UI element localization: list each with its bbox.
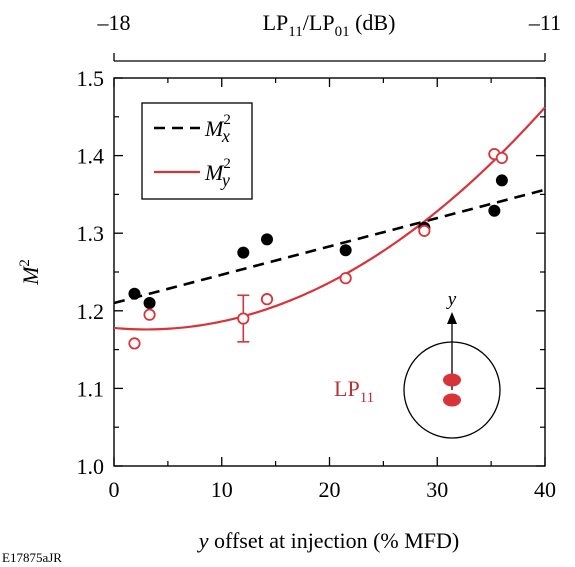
data-markers	[128, 147, 508, 350]
x-tick-label: 30	[426, 477, 448, 502]
mx-data-point	[128, 287, 141, 300]
y-axis-title: M2	[17, 259, 43, 286]
my-fit-curve	[113, 106, 546, 331]
inset-mode-label: LP11	[334, 376, 374, 406]
my-data-point	[495, 151, 508, 165]
y-tick-label: 1.3	[77, 221, 105, 246]
x-tick-label: 0	[109, 477, 120, 502]
x-tick-label: 10	[211, 477, 233, 502]
my-data-point	[128, 337, 141, 350]
top-axis-title: LP11/LP01 (dB)	[263, 10, 396, 40]
axis-ticks	[113, 77, 546, 467]
y-tick-label: 1.5	[77, 66, 105, 91]
inset-mode-diagram: y LP11	[334, 289, 501, 439]
x-tick-label: 40	[534, 477, 556, 502]
my-data-point	[260, 293, 274, 306]
mx-data-point	[495, 174, 508, 187]
my-data-point	[237, 312, 250, 325]
mx-data-point	[143, 297, 156, 310]
y-tick-label: 1.1	[77, 376, 105, 401]
mode-lobe-upper	[443, 373, 461, 387]
mode-lobe-lower	[443, 393, 461, 407]
my-data-point	[143, 308, 156, 321]
legend-my-label: M2 y	[204, 156, 231, 190]
y-tick-label: 1.2	[77, 299, 105, 324]
mx-data-point	[488, 204, 501, 217]
legend: M2 x M2 y	[141, 102, 253, 200]
x-axis-title: y offset at injection (% MFD)	[197, 528, 459, 553]
mx-data-point	[237, 246, 250, 259]
mx-fit-line	[113, 188, 546, 305]
my-data-point	[418, 224, 431, 237]
my-data-point	[339, 272, 352, 285]
top-axis: –18 –11 LP11/LP01 (dB)	[97, 10, 561, 62]
y-tick-label: 1.0	[77, 454, 105, 479]
x-tick-label: 20	[319, 477, 341, 502]
figure-credit: E17875aJR	[2, 550, 62, 565]
inset-arrow-head	[447, 312, 457, 324]
mx-data-point	[339, 244, 352, 257]
legend-box	[141, 102, 253, 200]
top-axis-tick-label-left: –18	[97, 10, 131, 35]
inset-y-label: y	[446, 289, 457, 310]
y-tick-label: 1.4	[77, 144, 105, 169]
top-axis-tick-label-right: –11	[528, 10, 561, 35]
mx-data-point	[261, 233, 274, 246]
axis-tick-labels: 0 10 20 30 40 1.0 1.1 1.2 1.3 1.4 1.5	[77, 66, 557, 502]
fit-curves	[113, 106, 546, 331]
legend-mx-label: M2 x	[204, 112, 231, 146]
